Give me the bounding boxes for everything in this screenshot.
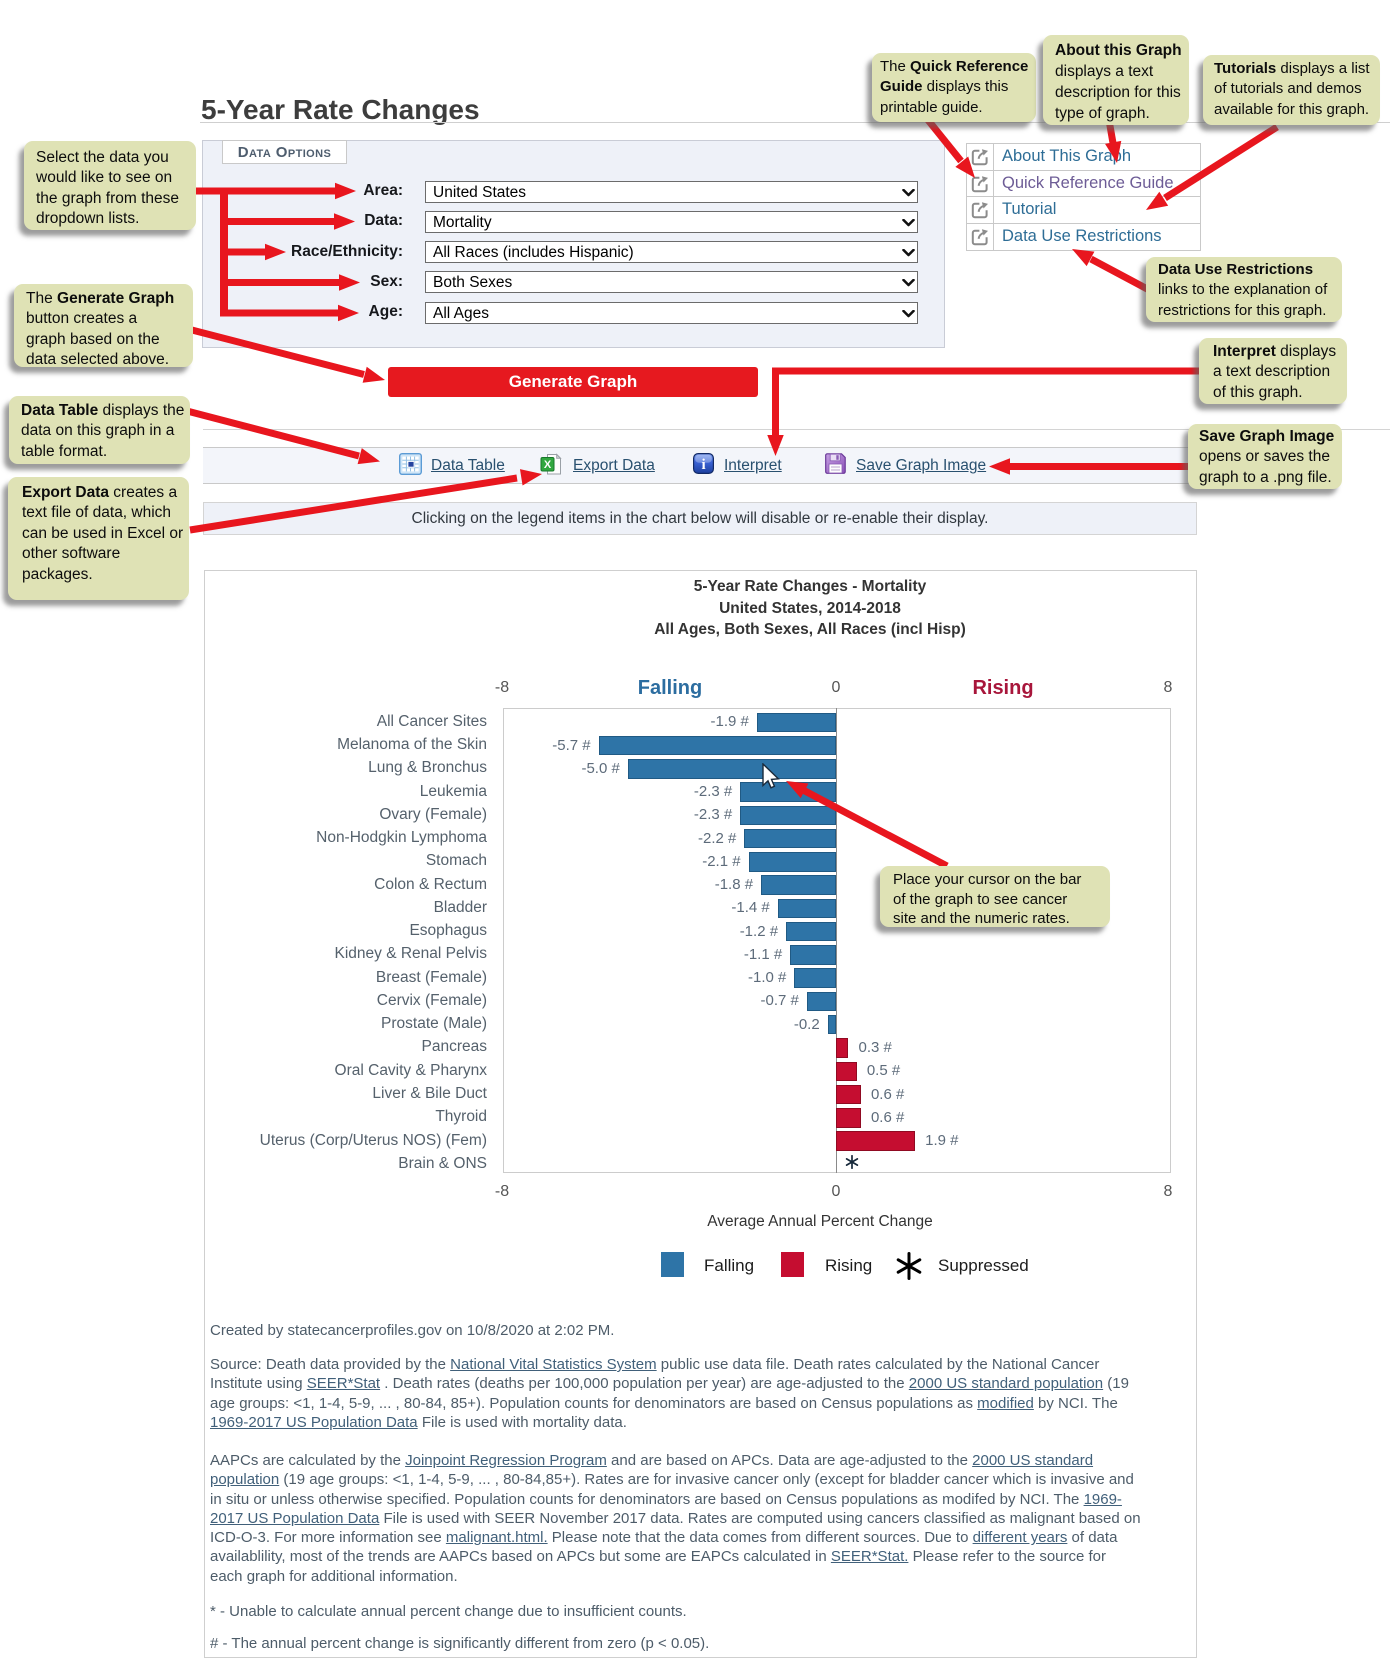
svg-text:X: X bbox=[544, 459, 552, 471]
svg-text:i: i bbox=[702, 457, 706, 473]
